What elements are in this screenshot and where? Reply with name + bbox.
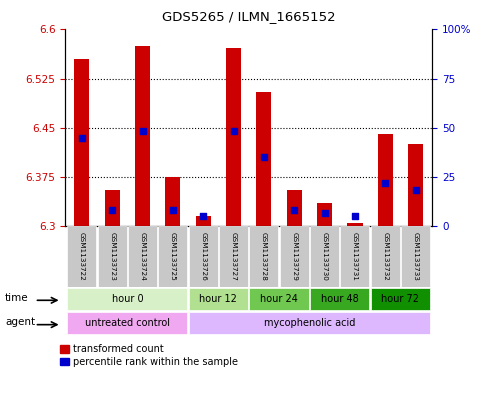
Bar xyxy=(370,288,430,310)
Bar xyxy=(74,59,89,226)
Point xyxy=(351,213,359,219)
Bar xyxy=(128,226,157,287)
Bar xyxy=(370,226,400,287)
Bar xyxy=(341,226,369,287)
Text: untreated control: untreated control xyxy=(85,318,170,329)
Bar xyxy=(280,226,309,287)
Text: hour 72: hour 72 xyxy=(382,294,419,304)
Text: GSM1133725: GSM1133725 xyxy=(170,232,176,281)
Point xyxy=(139,128,146,134)
Bar xyxy=(189,288,248,310)
Bar xyxy=(408,144,423,226)
Text: GSM1133728: GSM1133728 xyxy=(261,232,267,281)
Text: agent: agent xyxy=(5,317,35,327)
Point xyxy=(169,206,177,213)
Point xyxy=(199,213,207,219)
Text: GSM1133732: GSM1133732 xyxy=(382,232,388,281)
Point xyxy=(321,210,328,216)
Text: GSM1133729: GSM1133729 xyxy=(291,232,297,281)
Point xyxy=(412,187,419,193)
Bar xyxy=(310,288,369,310)
Point xyxy=(78,134,86,141)
Bar xyxy=(165,177,181,226)
Bar xyxy=(310,226,339,287)
Bar xyxy=(347,223,363,226)
Text: hour 48: hour 48 xyxy=(321,294,359,304)
Bar xyxy=(67,226,97,287)
Point xyxy=(230,128,238,134)
Text: GSM1133731: GSM1133731 xyxy=(352,232,358,281)
Text: GSM1133726: GSM1133726 xyxy=(200,232,206,281)
Text: GSM1133733: GSM1133733 xyxy=(412,232,419,281)
Bar xyxy=(317,203,332,226)
Point xyxy=(108,206,116,213)
Bar xyxy=(378,134,393,226)
Text: hour 0: hour 0 xyxy=(112,294,143,304)
Bar xyxy=(135,46,150,226)
Point xyxy=(260,154,268,160)
Bar xyxy=(256,92,271,226)
Bar xyxy=(219,226,248,287)
Text: GSM1133722: GSM1133722 xyxy=(79,232,85,281)
Bar xyxy=(105,190,120,226)
Bar xyxy=(249,288,309,310)
Text: GSM1133727: GSM1133727 xyxy=(230,232,237,281)
Point xyxy=(290,206,298,213)
Text: GSM1133723: GSM1133723 xyxy=(109,232,115,281)
Bar xyxy=(401,226,430,287)
Text: time: time xyxy=(5,293,28,303)
Bar xyxy=(67,288,187,310)
Text: GSM1133730: GSM1133730 xyxy=(322,232,327,281)
Text: GDS5265 / ILMN_1665152: GDS5265 / ILMN_1665152 xyxy=(162,10,336,23)
Text: mycophenolic acid: mycophenolic acid xyxy=(264,318,355,329)
Bar xyxy=(98,226,127,287)
Bar xyxy=(67,312,187,334)
Text: GSM1133724: GSM1133724 xyxy=(140,232,145,281)
Text: hour 24: hour 24 xyxy=(260,294,298,304)
Bar xyxy=(249,226,279,287)
Bar xyxy=(226,48,241,226)
Bar xyxy=(158,226,187,287)
Bar xyxy=(189,226,218,287)
Bar xyxy=(196,216,211,226)
Legend: transformed count, percentile rank within the sample: transformed count, percentile rank withi… xyxy=(60,344,238,367)
Text: hour 12: hour 12 xyxy=(199,294,237,304)
Point xyxy=(382,180,389,187)
Bar xyxy=(189,312,430,334)
Bar xyxy=(287,190,302,226)
